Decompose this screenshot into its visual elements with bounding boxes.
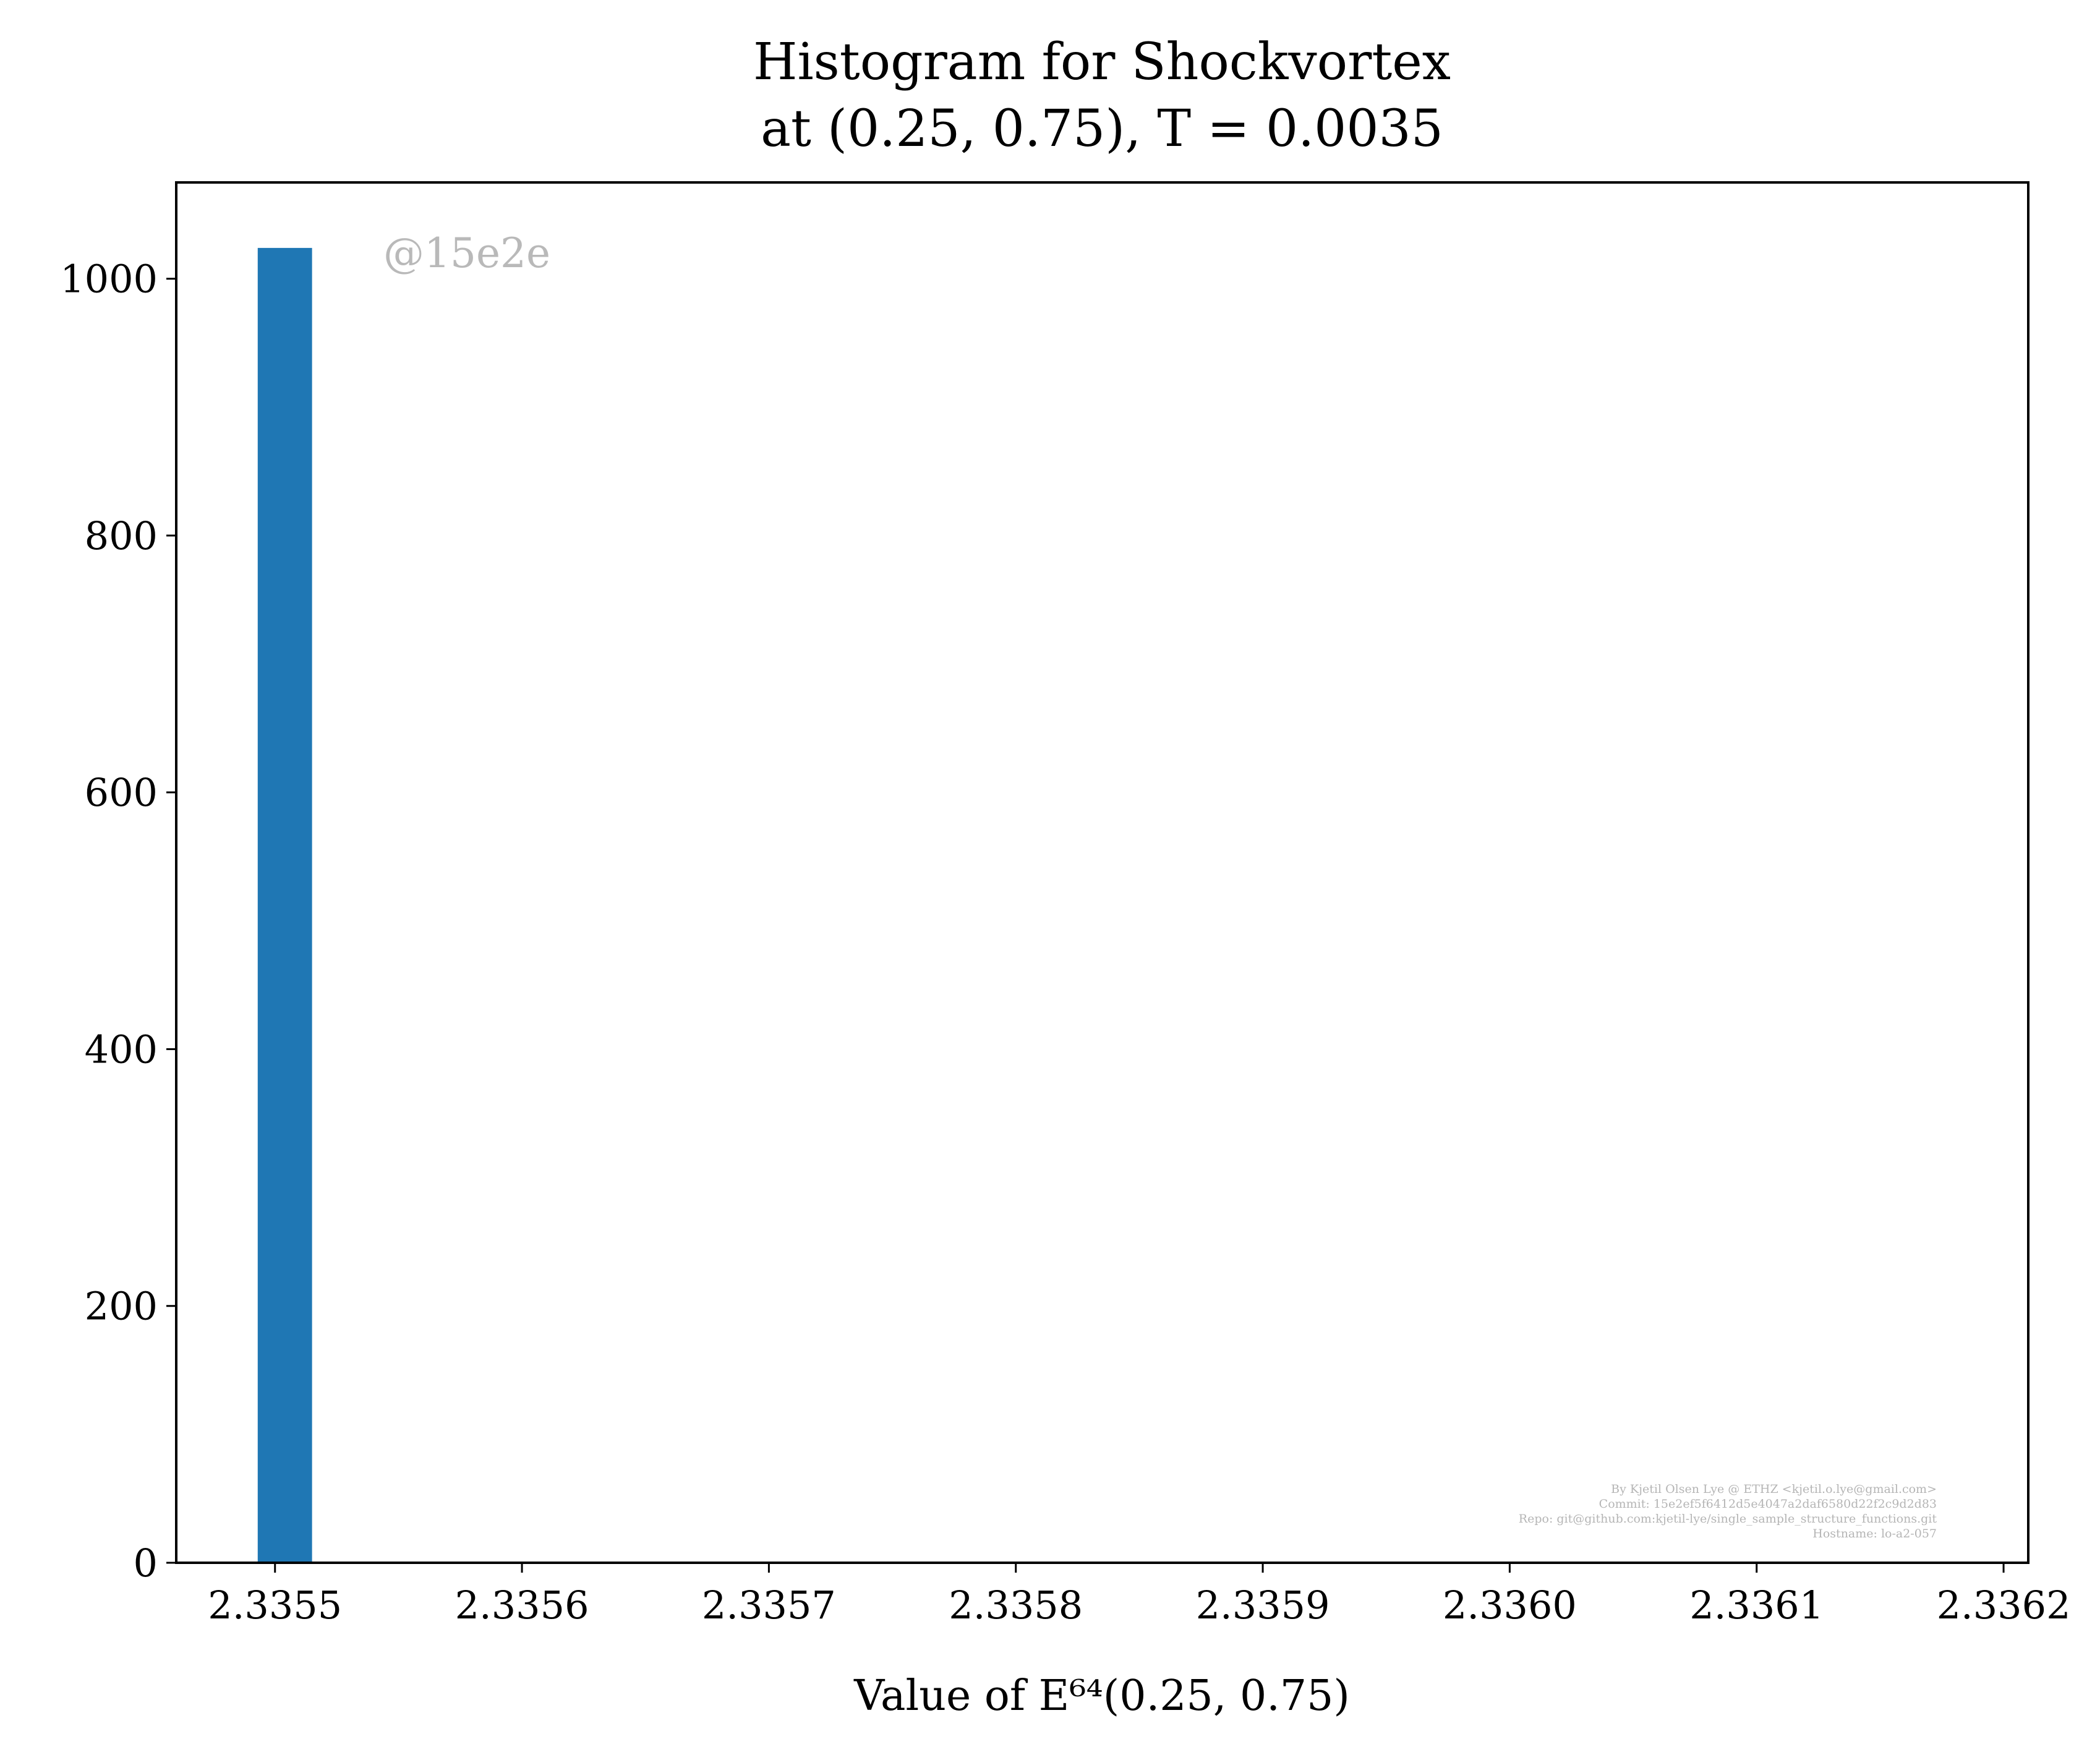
bars-layer <box>257 247 312 1563</box>
credit-line-4: Hostname: lo-a2-057 <box>1812 1527 1937 1540</box>
y-axis-ticks: 0 200 400 600 800 1000 <box>60 257 176 1586</box>
x-tick-label: 2.3359 <box>1196 1583 1330 1628</box>
chart-title-line1: Histogram for Shockvortex <box>753 33 1451 92</box>
x-tick-label: 2.3357 <box>702 1583 836 1628</box>
credit-block: By Kjetil Olsen Lye @ ETHZ <kjetil.o.lye… <box>1519 1482 1937 1540</box>
x-tick-label: 2.3362 <box>1937 1583 2071 1628</box>
y-tick-label: 0 <box>134 1540 158 1586</box>
x-tick-label: 2.3361 <box>1689 1583 1824 1628</box>
chart-title-line2: at (0.25, 0.75), T = 0.0035 <box>761 100 1443 158</box>
x-axis-ticks: 2.3355 2.3356 2.3357 2.3358 2.3359 2.3360 2.33… <box>208 1563 2071 1628</box>
x-tick-label: 2.3356 <box>455 1583 589 1628</box>
plot-frame <box>175 181 2030 1564</box>
x-tick-label: 2.3360 <box>1443 1583 1577 1628</box>
x-axis-label: Value of E⁶⁴(0.25, 0.75) <box>853 1672 1350 1720</box>
x-tick-label: 2.3358 <box>949 1583 1083 1628</box>
histogram-bar-0 <box>257 247 312 1563</box>
credit-line-1: By Kjetil Olsen Lye @ ETHZ <kjetil.o.lye… <box>1611 1482 1937 1496</box>
x-tick-label: 2.3355 <box>208 1583 342 1628</box>
credit-line-2: Commit: 15e2ef5f6412d5e4047a2daf6580d22f… <box>1599 1497 1937 1511</box>
y-tick-label: 600 <box>85 770 158 815</box>
y-tick-label: 800 <box>85 513 158 558</box>
watermark-text: @15e2e <box>383 229 550 277</box>
credit-line-3: Repo: git@github.com:kjetil-lye/single_s… <box>1519 1512 1937 1526</box>
y-tick-label: 200 <box>85 1284 158 1329</box>
y-tick-label: 400 <box>85 1027 158 1072</box>
y-tick-label: 1000 <box>60 257 158 302</box>
